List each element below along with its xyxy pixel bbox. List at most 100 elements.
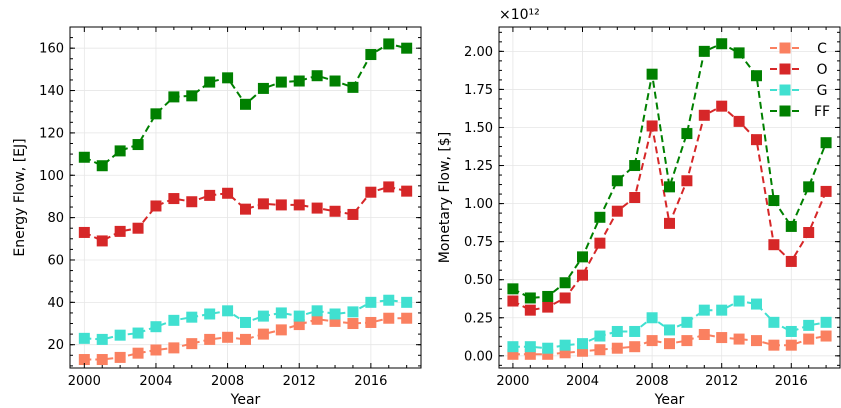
data-point-ff [383, 38, 395, 50]
data-point-c [698, 329, 710, 341]
y-tick-label: 1.25 [464, 159, 493, 174]
data-point-g [293, 310, 305, 322]
x-axis-label: Year [654, 392, 685, 408]
y-tick-label: 1.00 [464, 197, 493, 212]
data-point-g [820, 316, 832, 328]
data-point-ff [507, 283, 519, 295]
data-point-ff [577, 251, 589, 263]
data-point-ff [646, 68, 658, 80]
data-point-ff [733, 47, 745, 59]
data-point-g [96, 333, 108, 345]
data-point-c [785, 339, 797, 351]
data-point-c [542, 348, 554, 360]
data-point-ff [820, 137, 832, 149]
data-point-ff [240, 98, 251, 110]
data-point-o [293, 199, 305, 211]
data-point-o [204, 189, 216, 201]
data-point-o [803, 227, 815, 239]
data-point-o [750, 134, 762, 146]
data-point-o [733, 115, 745, 127]
data-point-ff [150, 108, 162, 120]
data-point-o [507, 295, 519, 307]
data-point-g [664, 324, 675, 336]
data-point-g [150, 321, 162, 333]
data-point-c [257, 328, 269, 340]
data-point-c [96, 354, 108, 366]
data-point-ff [168, 91, 180, 103]
y-tick-label: 2.00 [464, 45, 493, 60]
data-point-g [785, 325, 797, 337]
data-point-ff [803, 181, 815, 193]
y-tick-label: 80 [47, 211, 64, 226]
data-point-g [803, 319, 815, 331]
data-point-g [311, 305, 323, 317]
data-point-o [168, 193, 180, 205]
data-point-c [803, 333, 815, 345]
data-point-ff [222, 72, 234, 84]
data-point-o [716, 100, 728, 112]
legend-marker-g [779, 84, 791, 96]
data-point-c [275, 324, 287, 336]
legend-label-ff: FF [814, 104, 830, 120]
data-point-g [329, 308, 341, 320]
data-point-o [785, 255, 797, 267]
y-tick-label: 0.25 [464, 311, 493, 326]
data-point-g [559, 339, 571, 351]
data-point-c [114, 351, 126, 363]
data-point-g [168, 314, 180, 326]
x-tick-label: 2000 [496, 374, 529, 389]
data-point-o [114, 225, 126, 237]
data-point-ff [664, 181, 675, 193]
x-tick-label: 2016 [354, 374, 387, 389]
data-point-ff [329, 75, 341, 87]
data-point-g [698, 304, 710, 316]
data-point-o [186, 196, 198, 208]
data-point-c [611, 342, 623, 354]
data-point-o [132, 222, 144, 234]
data-point-o [150, 200, 162, 212]
data-point-c [820, 330, 832, 342]
data-point-c [524, 348, 536, 360]
data-point-o [664, 217, 675, 229]
x-axis-label: Year [230, 392, 261, 408]
y-tick-label: 1.50 [464, 121, 493, 136]
data-point-g [186, 311, 198, 323]
data-point-ff [629, 160, 641, 172]
data-point-g [114, 329, 126, 341]
y-tick-label: 60 [47, 253, 64, 268]
data-point-g [401, 296, 413, 308]
data-point-o [629, 192, 641, 203]
data-point-c [646, 335, 658, 347]
data-point-g [646, 312, 658, 324]
data-point-g [768, 316, 780, 328]
data-point-c [733, 333, 745, 345]
data-point-ff [311, 70, 323, 82]
data-point-o [257, 198, 269, 210]
data-point-ff [275, 76, 287, 88]
data-point-o [383, 181, 395, 193]
data-point-o [96, 235, 108, 247]
monetary-flow-panel: 2000 2004 2008 2012 2016 0.00 0.25 0.50 0.75 1.00… [437, 7, 841, 408]
y-tick-label: 100 [39, 169, 64, 184]
data-point-ff [698, 45, 710, 57]
legend-marker-ff [779, 105, 791, 117]
x-tick-label: 2016 [775, 374, 808, 389]
data-point-c [681, 335, 693, 347]
data-point-o [311, 202, 323, 214]
data-point-c [750, 335, 762, 347]
data-point-c [365, 316, 377, 328]
data-point-ff [768, 195, 780, 207]
data-point-o [365, 186, 377, 198]
data-point-o [698, 109, 710, 121]
data-point-c [347, 318, 359, 330]
data-point-ff [293, 75, 305, 87]
data-point-c [293, 319, 305, 331]
data-point-o [347, 208, 359, 220]
legend-marker-c [779, 42, 791, 54]
legend: COG FF [770, 41, 830, 120]
data-point-c [168, 342, 180, 354]
data-point-g [222, 305, 234, 317]
data-point-ff [186, 90, 198, 102]
legend-label-g: G [817, 83, 828, 99]
